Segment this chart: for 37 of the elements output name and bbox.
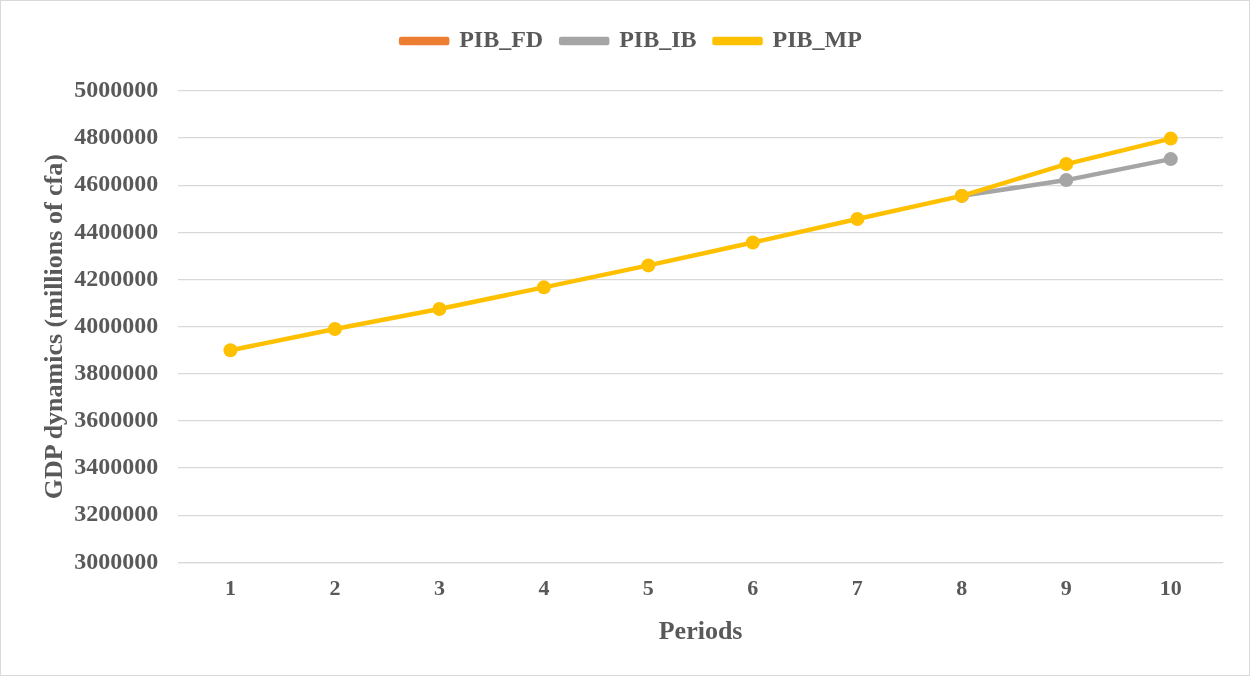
y-tick-label: 3200000	[74, 500, 159, 527]
x-tick-label: 5	[642, 575, 654, 601]
x-tick-label: 8	[956, 575, 968, 601]
x-tick-label: 4	[538, 575, 550, 601]
y-tick-label: 3600000	[74, 406, 159, 433]
x-tick-label: 7	[851, 575, 863, 601]
point	[223, 343, 238, 358]
y-tick-label: 3000000	[74, 547, 159, 574]
y-tick-label: 4200000	[74, 264, 159, 291]
x-tick-label: 3	[433, 575, 445, 601]
x-tick-label: 1	[224, 575, 236, 601]
point	[1163, 152, 1178, 167]
x-tick-label: 6	[747, 575, 759, 601]
y-tick-label: 3400000	[74, 453, 159, 480]
y-axis-title: GDP dynamics (millions of cfa)	[39, 154, 69, 500]
point	[1059, 157, 1074, 172]
y-tick-label: 3800000	[74, 359, 159, 386]
y-tick-label: 4400000	[74, 217, 159, 244]
point	[745, 235, 760, 250]
x-tick-label: 9	[1060, 575, 1072, 601]
y-tick-label: 4000000	[74, 311, 159, 338]
point	[850, 211, 865, 226]
legend-label: PIB_FD	[459, 26, 544, 53]
point	[432, 302, 447, 317]
y-tick-label: 5000000	[74, 76, 159, 103]
point	[327, 322, 342, 337]
legend-label: PIB_IB	[619, 26, 697, 53]
point	[1163, 131, 1178, 146]
point	[1059, 173, 1074, 188]
y-tick-label: 4800000	[74, 123, 159, 150]
legend-label: PIB_MP	[772, 26, 862, 53]
point	[536, 280, 551, 295]
y-tick-label: 4600000	[74, 170, 159, 197]
x-tick-label: 2	[329, 575, 341, 601]
x-axis-title: Periods	[658, 616, 743, 646]
point	[641, 258, 656, 273]
x-tick-label: 10	[1159, 575, 1182, 601]
